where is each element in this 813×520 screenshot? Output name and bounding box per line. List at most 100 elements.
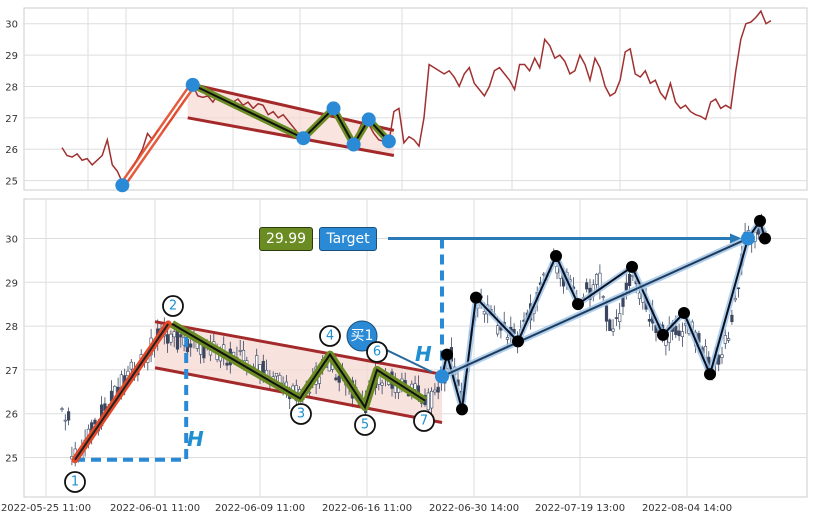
bottom-ytick-label: 29 bbox=[5, 278, 18, 289]
pole-height-dash bbox=[75, 328, 189, 462]
bottom-channel-upper bbox=[154, 320, 443, 376]
candle-body bbox=[733, 298, 737, 301]
top-pattern-point bbox=[115, 178, 130, 193]
candle-body bbox=[624, 282, 628, 291]
candle-body bbox=[169, 333, 173, 343]
wave-number-circle bbox=[319, 325, 341, 347]
top-pattern-point bbox=[326, 101, 341, 116]
candle-body bbox=[495, 325, 500, 335]
bottom-ytick-label: 25 bbox=[5, 454, 18, 465]
candle-body bbox=[337, 375, 341, 383]
breakout-point bbox=[626, 260, 638, 273]
candle-body bbox=[611, 328, 615, 332]
bottom-xtick-label: 2022-08-04 14:00 bbox=[642, 503, 732, 514]
candle-body bbox=[555, 266, 559, 274]
candle-body bbox=[413, 383, 417, 390]
top-pattern-point bbox=[185, 77, 200, 92]
candle-body bbox=[726, 338, 731, 341]
wave-number-label: 5 bbox=[361, 418, 369, 433]
wave-number-circle bbox=[366, 341, 388, 363]
candle-body bbox=[730, 314, 734, 323]
breakout-point bbox=[678, 306, 690, 319]
candle-body bbox=[93, 419, 97, 425]
breakout-point bbox=[512, 335, 524, 348]
bottom-xtick-label: 2022-06-09 11:00 bbox=[215, 503, 305, 514]
wave-number-circle bbox=[162, 295, 184, 317]
bottom-xtick-label: 2022-06-16 11:00 bbox=[322, 503, 412, 514]
top-flagpole-core bbox=[121, 84, 194, 186]
candle-body bbox=[241, 349, 246, 361]
breakout-point bbox=[470, 291, 482, 304]
candle-body bbox=[429, 390, 434, 409]
bottom-flagpole-core bbox=[74, 323, 170, 461]
candle-body bbox=[601, 296, 605, 298]
target-marker bbox=[741, 231, 755, 246]
top-pattern-point bbox=[361, 112, 376, 127]
top-ytick-label: 25 bbox=[5, 177, 18, 188]
candle-body bbox=[680, 331, 684, 337]
candle-body bbox=[585, 282, 589, 290]
breakout-point bbox=[441, 348, 453, 361]
wave-number-label: 1 bbox=[71, 475, 79, 490]
target-arrowhead bbox=[730, 233, 742, 244]
top-panel: 25 26 27 28 29 30 bbox=[5, 7, 808, 193]
candle-body bbox=[717, 354, 721, 365]
candle-body bbox=[179, 334, 183, 338]
bottom-wave-inner bbox=[171, 323, 426, 410]
bottom-xtick-label: 2022-05-25 11:00 bbox=[1, 503, 91, 514]
candle-body bbox=[637, 292, 642, 300]
candle-body bbox=[647, 318, 651, 322]
breakout-point bbox=[550, 249, 562, 262]
candle-body bbox=[67, 411, 71, 421]
top-ytick-label: 29 bbox=[5, 51, 18, 62]
breakout-path bbox=[441, 218, 766, 410]
wave-number-label: 6 bbox=[373, 345, 381, 360]
candle-body bbox=[126, 370, 130, 376]
top-ytick-label: 30 bbox=[5, 20, 18, 31]
breakout-marker bbox=[435, 369, 449, 384]
bottom-xtick-label: 2022-07-19 13:00 bbox=[535, 503, 625, 514]
candle-body bbox=[60, 408, 64, 410]
candle-body bbox=[238, 350, 242, 352]
breakout-point bbox=[759, 232, 771, 245]
candle-body bbox=[129, 361, 133, 370]
breakout-point bbox=[754, 214, 766, 227]
candle-body bbox=[274, 372, 279, 377]
bottom-xtick-label: 2022-06-01 11:00 bbox=[110, 503, 200, 514]
breakout-point bbox=[657, 328, 669, 341]
candle-body bbox=[505, 337, 510, 340]
bottom-ytick-label: 30 bbox=[5, 234, 18, 245]
candle-body bbox=[594, 273, 599, 285]
candle-body bbox=[172, 331, 176, 338]
candle-body bbox=[166, 334, 170, 344]
candle-body bbox=[674, 325, 678, 335]
target-label-text: Target bbox=[326, 231, 370, 247]
top-ytick-label: 28 bbox=[5, 82, 18, 93]
candle-body bbox=[175, 330, 180, 350]
target-height-label: H bbox=[415, 342, 432, 366]
candle-body bbox=[426, 392, 430, 411]
target-price-box: 29.99 bbox=[259, 227, 313, 251]
buy-bubble bbox=[346, 320, 378, 352]
bottom-ytick-label: 27 bbox=[5, 366, 18, 377]
wave-number-label: 3 bbox=[297, 407, 305, 422]
target-label-box: Target bbox=[319, 227, 377, 251]
wave-number-label: 2 bbox=[169, 299, 177, 314]
target-trend-line bbox=[441, 237, 749, 378]
candle-body bbox=[608, 319, 612, 331]
candle-body bbox=[189, 343, 193, 348]
wave-number-label: 4 bbox=[326, 329, 334, 344]
bottom-ytick-label: 28 bbox=[5, 322, 18, 333]
candle-body bbox=[736, 287, 741, 290]
pole-height-label: H bbox=[187, 427, 204, 451]
candle-body bbox=[723, 335, 727, 344]
buy-label: 买1 bbox=[351, 328, 374, 344]
top-pattern-point bbox=[346, 137, 361, 152]
candle-body bbox=[604, 305, 609, 322]
candle-body bbox=[433, 389, 437, 393]
wave-number-circle bbox=[290, 403, 312, 425]
candle-body bbox=[677, 330, 681, 337]
